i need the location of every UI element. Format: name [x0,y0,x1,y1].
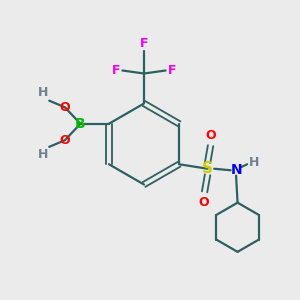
Text: O: O [206,129,217,142]
Text: H: H [38,148,48,161]
Text: O: O [199,196,209,209]
Text: N: N [230,163,242,177]
Text: O: O [59,101,70,114]
Text: O: O [59,134,70,147]
Text: F: F [112,64,121,77]
Text: F: F [140,37,148,50]
Text: B: B [75,117,86,131]
Text: S: S [202,161,213,176]
Text: F: F [167,64,176,77]
Text: H: H [38,86,48,100]
Text: H: H [249,156,259,169]
